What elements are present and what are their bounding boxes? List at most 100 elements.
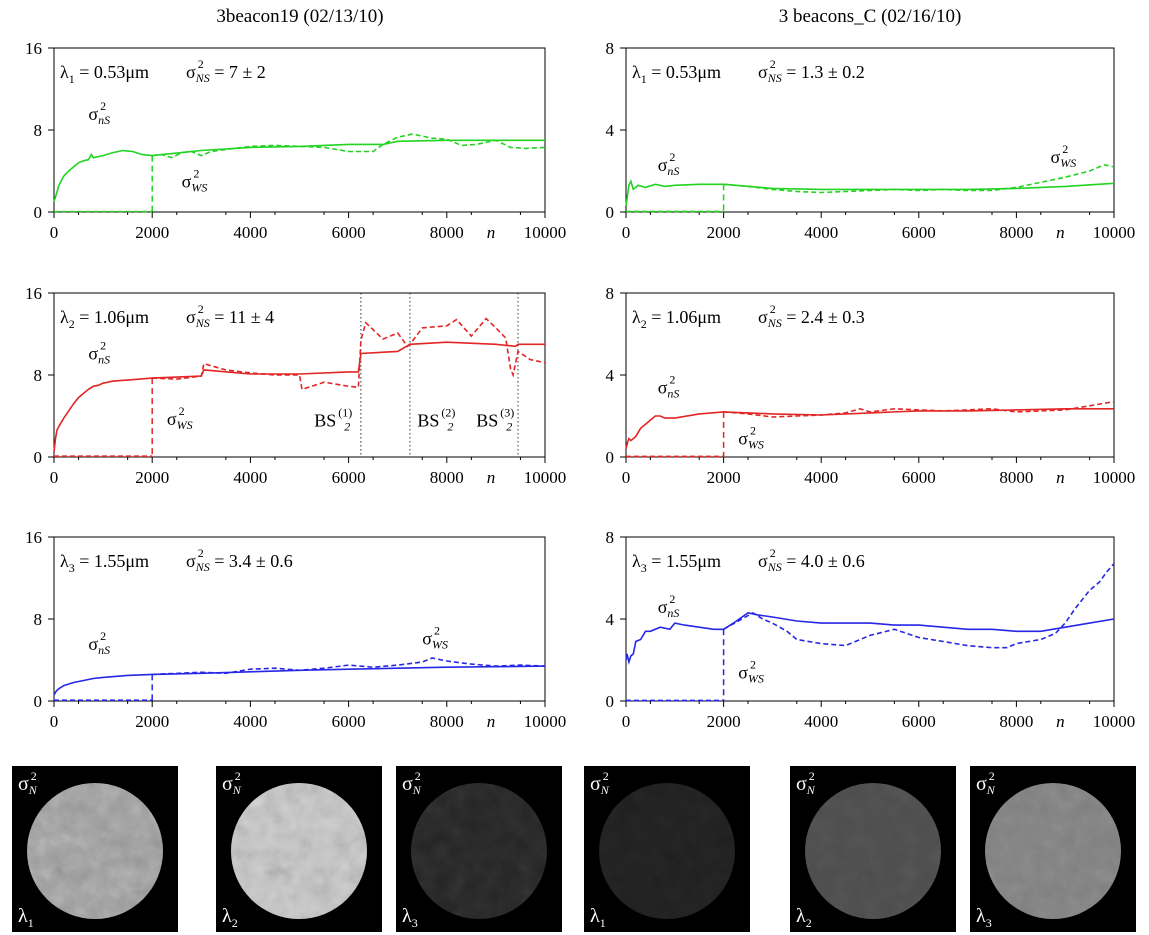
curve-label: BS (3) 2 [476,405,514,433]
wavelength-annotation: λ3 = 1.55μm [632,551,721,575]
variance-annotation: σ 2 NS = 11 ± 4 [186,302,274,330]
x-tick-label: 10000 [1093,223,1136,242]
y-tick-label: 0 [606,448,615,467]
intensity-image: σ 2 N λ1 [12,766,178,932]
x-tick-label: 8000 [430,468,464,487]
image-lambda-label: λ1 [590,905,606,930]
speckle-texture [985,783,1121,919]
x-tick-label: 0 [50,468,59,487]
series-line-dashed [723,400,1115,418]
y-tick-label: 16 [25,528,42,547]
x-tick-label: 8000 [999,223,1033,242]
wavelength-annotation: λ1 = 0.53μm [60,62,149,86]
x-tick-label: 2000 [135,712,169,731]
chart-panel: 0 2000 4000 6000 8000 10000 0 8 16 n λ2 = 1.06μm σ 2… [25,284,566,487]
x-tick-label: 6000 [332,468,366,487]
speckle-texture [231,783,367,919]
series-line-dashed [152,657,546,676]
series-line-solid [53,139,545,203]
image-lambda-label: λ1 [18,905,34,930]
y-tick-label: 4 [606,610,615,629]
chart-panel: 0 2000 4000 6000 8000 10000 0 4 8 n λ3 = 1.55μm σ 2 N… [606,528,1136,731]
series-line-dashed [152,317,546,391]
wavelength-annotation: λ1 = 0.53μm [632,62,721,86]
image-lambda-label: λ2 [796,905,812,930]
x-tick-label: 10000 [524,223,567,242]
x-tick-label: 6000 [332,712,366,731]
y-tick-label: 0 [34,203,43,222]
x-axis-label: n [1056,468,1065,487]
column-title-left: 3beacon19 (02/13/10) [216,6,383,27]
x-tick-label: 10000 [1093,712,1136,731]
series-line-solid [625,407,1114,449]
curve-label: BS (2) 2 [417,405,455,433]
curve-label: σ 2 WS [167,404,193,432]
y-tick-label: 8 [606,284,615,303]
curve-label: σ 2 nS [88,629,110,657]
series-line-solid [53,341,545,452]
series-line-dashed [152,133,546,159]
variance-annotation: σ 2 NS = 4.0 ± 0.6 [758,546,865,574]
images-group: σ 2 N λ1 σ 2 N λ2 σ 2 N λ3 σ 2 N λ1 σ 2 N λ2 σ 2 N λ3 [12,766,1136,932]
x-tick-label: 4000 [804,468,838,487]
y-tick-label: 0 [34,448,43,467]
series-line-solid [625,179,1115,206]
intensity-image: σ 2 N λ3 [396,766,562,932]
image-lambda-label: λ2 [222,905,238,930]
chart-panel: 0 2000 4000 6000 8000 10000 0 8 16 n λ1 = 0.53μm σ 2… [25,39,566,242]
wavelength-annotation: λ3 = 1.55μm [60,551,149,575]
chart-panel: 0 2000 4000 6000 8000 10000 0 4 8 n λ2 = 1.06μm σ 2 N… [606,284,1136,487]
x-tick-label: 8000 [999,712,1033,731]
variance-annotation: σ 2 NS = 1.3 ± 0.2 [758,57,865,85]
y-tick-label: 8 [606,39,615,58]
x-tick-label: 8000 [430,712,464,731]
curve-label: σ 2 WS [422,624,448,652]
x-tick-label: 4000 [233,223,267,242]
y-tick-label: 16 [25,284,42,303]
y-tick-label: 8 [34,121,43,140]
x-tick-label: 6000 [902,468,936,487]
y-tick-label: 16 [25,39,42,58]
x-tick-label: 2000 [135,468,169,487]
x-tick-label: 10000 [524,468,567,487]
y-tick-label: 8 [34,610,43,629]
series-line-dashed [723,163,1115,194]
image-lambda-label: λ3 [402,905,418,930]
x-axis-label: n [1056,712,1065,731]
y-tick-label: 4 [606,121,615,140]
series-line-solid [53,665,546,696]
y-tick-label: 8 [34,366,43,385]
intensity-image: σ 2 N λ2 [216,766,382,932]
variance-annotation: σ 2 NS = 3.4 ± 0.6 [186,546,293,574]
speckle-texture [411,783,547,919]
y-tick-label: 0 [606,692,615,711]
x-tick-label: 0 [622,468,631,487]
curve-label: σ 2 WS [1051,142,1077,170]
x-tick-label: 4000 [233,712,267,731]
curve-label: σ 2 nS [88,339,110,367]
y-tick-label: 0 [34,692,43,711]
x-tick-label: 6000 [902,223,936,242]
x-tick-label: 0 [50,223,59,242]
variance-annotation: σ 2 NS = 2.4 ± 0.3 [758,302,865,330]
intensity-image: σ 2 N λ1 [584,766,750,932]
x-tick-label: 8000 [999,468,1033,487]
curve-label: σ 2 WS [182,166,208,194]
wavelength-annotation: λ2 = 1.06μm [632,307,721,331]
x-tick-label: 2000 [135,223,169,242]
y-tick-label: 0 [606,203,615,222]
variance-annotation: σ 2 NS = 7 ± 2 [186,57,266,85]
x-tick-label: 8000 [430,223,464,242]
x-tick-label: 6000 [902,712,936,731]
curve-label: σ 2 WS [738,424,764,452]
x-axis-label: n [487,468,496,487]
x-axis-label: n [487,712,496,731]
y-tick-label: 8 [606,528,615,547]
